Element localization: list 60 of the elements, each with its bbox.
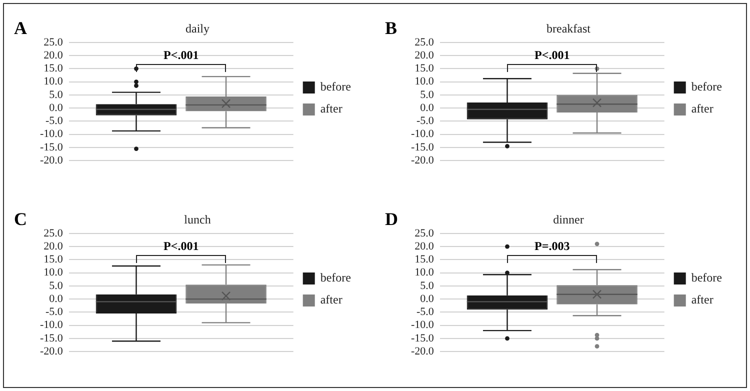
y-tick-label: -20.0 (40, 154, 64, 166)
y-tick-label: -5.0 (45, 306, 64, 318)
legend-label: before (691, 270, 722, 285)
legend-label: after (691, 292, 714, 307)
legend-label: after (320, 292, 342, 307)
y-tick-label: -5.0 (45, 115, 64, 128)
y-tick-label: -15.0 (410, 332, 434, 344)
y-tick-label: -10.0 (40, 128, 64, 140)
y-tick-label: -15.0 (410, 141, 434, 154)
annotation: P<.001 (534, 48, 570, 64)
y-tick-label: 10.0 (44, 266, 64, 279)
chart-title: breakfast (546, 21, 592, 36)
y-tick-label: -15.0 (40, 141, 64, 154)
y-tick-label: 5.0 (420, 280, 434, 292)
y-tick-label: 20.0 (44, 49, 64, 62)
y-tick-label: 15.0 (44, 254, 64, 266)
chart-title: daily (186, 21, 210, 36)
y-tick-label: -10.0 (40, 319, 64, 332)
y-tick-label: 20.0 (414, 240, 434, 252)
y-tick-label: 10.0 (414, 266, 434, 279)
y-tick-label: 5.0 (420, 88, 434, 101)
y-tick-label: -15.0 (40, 332, 64, 344)
legend-label: after (320, 102, 342, 116)
y-tick-label: -20.0 (40, 345, 64, 358)
y-tick-label: -10.0 (410, 319, 434, 332)
legend-label: before (691, 80, 722, 94)
y-tick-label: -20.0 (410, 345, 434, 358)
y-tick-label: 0.0 (49, 292, 64, 305)
chart-title: lunch (184, 212, 211, 226)
y-tick-label: -10.0 (410, 128, 434, 140)
y-tick-label: 0.0 (420, 102, 434, 114)
y-tick-label: 15.0 (414, 254, 434, 266)
y-tick-label: 15.0 (414, 62, 434, 75)
annotation: P<.001 (164, 48, 199, 64)
y-tick-label: 15.0 (44, 62, 64, 75)
y-tick-label: 25.0 (414, 36, 434, 48)
legend-label: before (320, 270, 352, 285)
y-tick-label: 25.0 (44, 227, 64, 240)
y-tick-label: 20.0 (414, 49, 434, 62)
y-tick-label: 20.0 (44, 240, 64, 252)
y-tick-label: -5.0 (416, 115, 434, 128)
chart-title: dinner (553, 212, 584, 226)
text: B (385, 18, 398, 39)
text: D (385, 209, 398, 230)
y-tick-label: -5.0 (416, 306, 434, 318)
text: A (14, 18, 27, 39)
annotation: P<.001 (164, 239, 199, 254)
y-tick-label: 0.0 (420, 292, 434, 305)
y-tick-label: -20.0 (410, 154, 434, 166)
y-tick-label: 25.0 (414, 227, 434, 240)
legend-label: after (691, 102, 714, 116)
y-tick-label: 5.0 (49, 88, 64, 101)
y-tick-label: 25.0 (44, 36, 64, 48)
y-tick-label: 10.0 (44, 76, 64, 88)
legend-label: before (320, 80, 352, 94)
text: C (14, 209, 27, 230)
y-tick-label: 0.0 (49, 102, 64, 114)
y-tick-label: 10.0 (414, 76, 434, 88)
y-tick-label: 5.0 (49, 280, 64, 292)
annotation: P=.003 (534, 239, 570, 254)
